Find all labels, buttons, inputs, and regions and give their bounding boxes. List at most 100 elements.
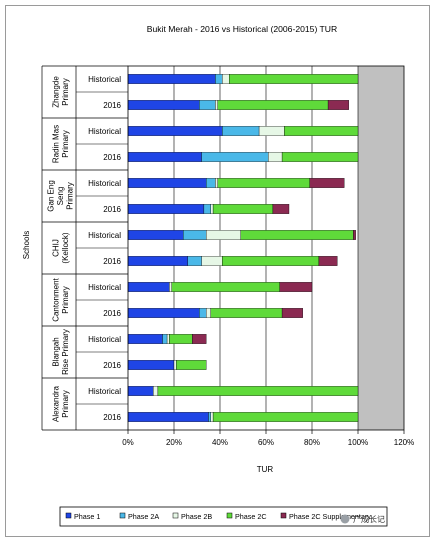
school-label: BlangahRise Primary xyxy=(51,329,70,375)
bar-phase-2c-supplementary xyxy=(318,256,338,266)
bar-phase-1 xyxy=(127,204,205,214)
bar-phase-2c xyxy=(176,360,207,370)
bar-label: 2016 xyxy=(103,413,121,422)
bar-phase-1 xyxy=(127,334,163,344)
bar-phase-2c-supplementary xyxy=(281,308,303,318)
bar-phase-2a xyxy=(222,126,260,136)
bar-phase-2c xyxy=(217,178,310,188)
bar-label: 2016 xyxy=(103,153,121,162)
bar-phase-1 xyxy=(127,308,200,318)
school-label: Gan EngSengPrimary xyxy=(47,180,75,212)
bar-phase-1 xyxy=(127,152,202,162)
bar-phase-1 xyxy=(127,74,216,84)
bar-phase-1 xyxy=(127,230,184,240)
x-tick-label: 120% xyxy=(394,438,414,447)
bar-phase-2b xyxy=(201,256,223,266)
bar-phase-2b xyxy=(222,74,230,84)
bar-phase-2c xyxy=(284,126,359,136)
bar-label: Historical xyxy=(88,231,121,240)
bar-phase-2b xyxy=(206,308,211,318)
legend-label-phase-2c-supplementary: Phase 2C Supplementary xyxy=(289,512,371,521)
bar-label: Historical xyxy=(88,283,121,292)
x-tick-label: 20% xyxy=(166,438,182,447)
bar-label: Historical xyxy=(88,387,121,396)
bar-phase-2b xyxy=(206,230,241,240)
category-labels: Historical 2016 ZhangdePrimary Historical 20… xyxy=(41,65,128,431)
bar-phase-2a xyxy=(215,74,223,84)
x-axis: 0% 20% 40% 60% 80% 100% 120% xyxy=(122,430,414,447)
bar-label: Historical xyxy=(88,127,121,136)
bar-label: 2016 xyxy=(103,309,121,318)
bar-phase-2c xyxy=(157,386,359,396)
bar-label: 2016 xyxy=(103,361,121,370)
bar-phase-2c xyxy=(240,230,354,240)
school-label: Radin MasPrimary xyxy=(51,125,70,163)
plot-area xyxy=(127,65,405,431)
bar-phase-2c-supplementary xyxy=(353,230,356,240)
bar-label: 2016 xyxy=(103,257,121,266)
capacity-region xyxy=(128,66,358,430)
bar-phase-2c xyxy=(171,282,280,292)
bar-phase-2b xyxy=(166,334,170,344)
chart-title: Bukit Merah - 2016 vs Historical (2006-2… xyxy=(147,24,337,34)
bar-phase-2b xyxy=(210,204,214,214)
bar-phase-2c-supplementary xyxy=(279,282,313,292)
x-tick-label: 40% xyxy=(212,438,228,447)
bar-phase-2c xyxy=(212,412,359,422)
bar-phase-1 xyxy=(127,178,207,188)
bar-phase-2b xyxy=(153,386,159,396)
bar-phase-2b xyxy=(258,126,285,136)
bar-phase-2c-supplementary xyxy=(309,178,345,188)
bar-phase-2c xyxy=(281,152,359,162)
school-label: CantonmentPrimary xyxy=(51,277,70,321)
bar-phase-2a xyxy=(206,178,216,188)
bar-phase-2c xyxy=(210,308,283,318)
school-label: ZhangdePrimary xyxy=(51,76,70,108)
bar-label: 2016 xyxy=(103,101,121,110)
legend-label-phase-1: Phase 1 xyxy=(74,512,100,521)
legend-swatch-phase-2c-supplementary xyxy=(280,512,287,519)
bar-phase-2a xyxy=(203,204,211,214)
x-tick-label: 100% xyxy=(348,438,368,447)
bar-label: Historical xyxy=(88,335,121,344)
x-axis-title: TUR xyxy=(257,465,274,474)
bar-phase-2a xyxy=(201,152,269,162)
bar-phase-1 xyxy=(127,126,223,136)
bar-phase-2a xyxy=(199,100,216,110)
bar-phase-1 xyxy=(127,386,154,396)
x-tick-label: 80% xyxy=(304,438,320,447)
bar-phase-1 xyxy=(127,412,209,422)
x-tick-label: 60% xyxy=(258,438,274,447)
bar-phase-2c xyxy=(229,74,359,84)
bar-phase-2a xyxy=(208,412,211,422)
watermark-text: 广成长记 xyxy=(353,514,385,524)
bar-phase-2b xyxy=(169,282,172,292)
watermark: 广成长记 xyxy=(340,514,385,524)
wechat-icon xyxy=(340,514,350,524)
bar-phase-2c-supplementary xyxy=(192,334,207,344)
bar-phase-2b xyxy=(268,152,283,162)
bar-phase-1 xyxy=(127,282,170,292)
bar-phase-2c-supplementary xyxy=(327,100,349,110)
x-tick-label: 0% xyxy=(122,438,134,447)
bar-phase-2c-supplementary xyxy=(272,204,290,214)
bar-phase-2a xyxy=(187,256,202,266)
legend-label-phase-2b: Phase 2B xyxy=(181,512,212,521)
legend-swatch-phase-1 xyxy=(65,512,72,519)
bar-label: Historical xyxy=(88,75,121,84)
legend: Phase 1 Phase 2A Phase 2B Phase 2C Phase 2C … xyxy=(59,506,388,527)
bar-phase-1 xyxy=(127,256,188,266)
bar-label: Historical xyxy=(88,179,121,188)
bar-label: 2016 xyxy=(103,205,121,214)
school-label: CHIJ(Kellock) xyxy=(51,232,70,263)
legend-swatch-phase-2a xyxy=(119,512,126,519)
bar-phase-1 xyxy=(127,360,175,370)
bar-phase-2c xyxy=(217,100,329,110)
bar-phase-2c xyxy=(222,256,320,266)
bar-phase-2b xyxy=(215,100,218,110)
bar-phase-1 xyxy=(127,100,200,110)
bar-phase-2a xyxy=(162,334,168,344)
y-axis-title: Schools xyxy=(22,231,31,259)
legend-label-phase-2a: Phase 2A xyxy=(128,512,159,521)
